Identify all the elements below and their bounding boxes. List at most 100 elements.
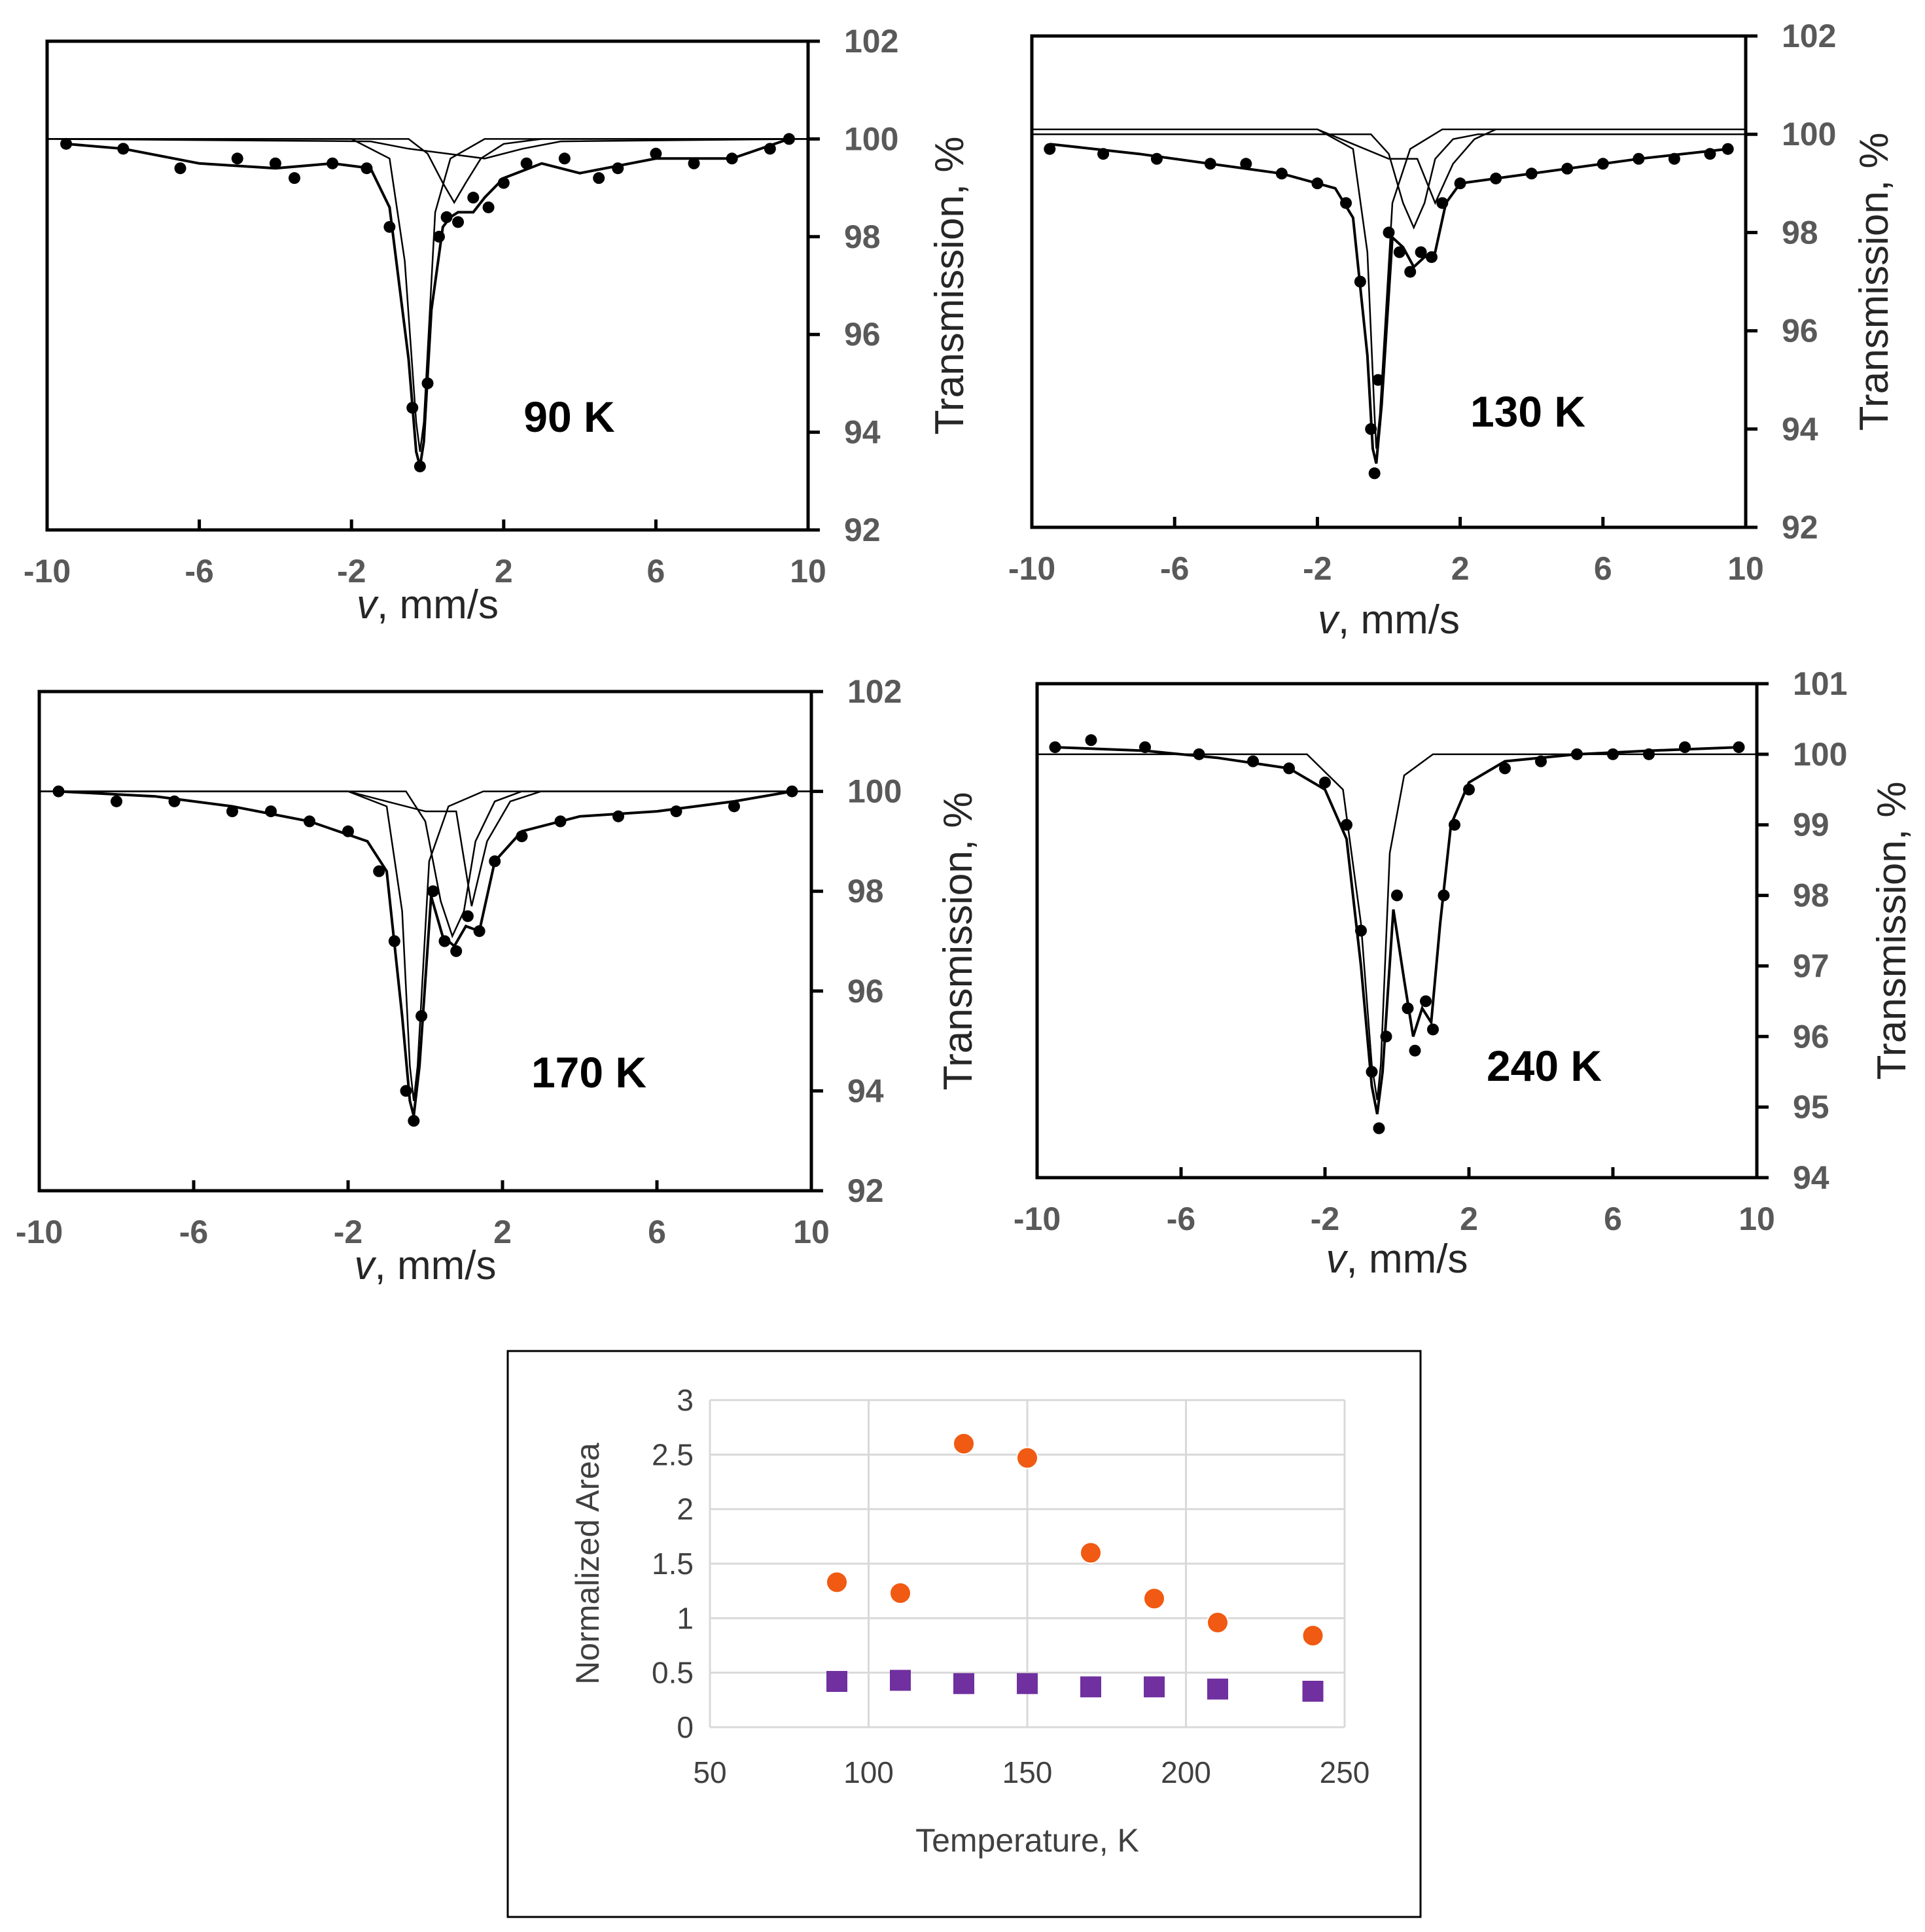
x-tick-label: 200 [1161, 1755, 1211, 1789]
series-line-subspectrum-1 [47, 138, 808, 452]
x-tick-label: 10 [1727, 550, 1764, 587]
y-tick-label: 0.5 [652, 1656, 694, 1690]
data-point [388, 935, 400, 947]
marker-purple-squares [1207, 1678, 1228, 1700]
data-point [327, 157, 339, 169]
y-tick-label: 94 [1782, 411, 1818, 448]
data-point [1044, 143, 1056, 155]
data-point [269, 157, 281, 169]
data-point [304, 815, 315, 828]
data-point [1402, 1002, 1414, 1015]
y-tick-label: 99 [1793, 807, 1829, 843]
x-tick-label: 100 [843, 1755, 894, 1789]
x-tick-label: -10 [1014, 1201, 1061, 1237]
plot-frame [1035, 682, 1759, 1180]
data-point [1393, 246, 1405, 258]
data-point [440, 211, 453, 223]
data-point [111, 795, 122, 807]
plot-frame [37, 690, 813, 1193]
y-tick-label: 96 [844, 316, 881, 353]
data-point [52, 785, 65, 798]
series-line-fit-total [65, 137, 790, 467]
data-point [1240, 158, 1252, 170]
data-point [452, 216, 465, 228]
data-point [612, 162, 624, 175]
data-point [1607, 748, 1619, 760]
spectrum-panel-130k: -10 -6 -2 2 6 10 92 94 96 98 100 102 v, mm/s Transmis… [1008, 18, 1897, 642]
marker-purple-squares [890, 1670, 911, 1691]
series-line-subspectrum-3 [46, 138, 809, 160]
data-point [1373, 1122, 1385, 1134]
marker-orange-circles [889, 1582, 911, 1604]
data-point [1085, 734, 1097, 746]
data-point [1525, 167, 1538, 180]
data-point [1561, 162, 1574, 175]
x-axis-title: Temperature, K [915, 1822, 1139, 1859]
data-point [1668, 152, 1680, 165]
data-point [554, 815, 567, 828]
data-point [60, 137, 73, 150]
data-point [688, 157, 700, 169]
data-point [406, 402, 419, 414]
temperature-label: 170 K [531, 1048, 646, 1097]
marker-purple-squares [1080, 1676, 1101, 1698]
data-point [1391, 889, 1403, 902]
x-axis-title: v, mm/s [1326, 1237, 1468, 1282]
y-tick-label: 94 [1793, 1159, 1829, 1196]
data-point [1679, 741, 1691, 754]
data-point [467, 192, 480, 204]
data-point [593, 172, 605, 184]
data-point [461, 910, 474, 922]
y-tick-label: 98 [1793, 877, 1829, 914]
y-tick-label: 100 [1782, 116, 1836, 152]
data-point [786, 785, 798, 798]
data-point [1427, 1023, 1439, 1036]
x-tick-label: -10 [1008, 550, 1055, 587]
data-point [726, 152, 738, 165]
data-point [1139, 741, 1151, 754]
data-point [1643, 748, 1655, 760]
y-tick-label: 98 [1782, 214, 1818, 251]
data-point [414, 460, 426, 472]
series-line-fit-total [58, 790, 792, 1117]
marker-orange-circles [953, 1432, 975, 1455]
y-tick-label: 98 [844, 219, 881, 255]
data-point [1365, 423, 1377, 435]
marker-purple-squares [826, 1671, 847, 1692]
data-point [1372, 374, 1385, 386]
x-tick-label: -6 [185, 553, 213, 589]
plot-frame [45, 39, 810, 532]
data-point [1633, 152, 1645, 165]
data-point [421, 377, 434, 389]
data-point [482, 201, 495, 213]
y-tick-label: 100 [1793, 736, 1847, 773]
y-tick-label: 92 [844, 512, 881, 548]
marker-orange-circles [1080, 1541, 1102, 1564]
data-point [1097, 148, 1110, 160]
spectrum-panel-240k: -10 -6 -2 2 6 10 94 95 96 97 98 99 100 101 v, mm/s Tran… [1014, 665, 1915, 1282]
marker-purple-squares [1144, 1676, 1165, 1698]
data-point [1490, 172, 1502, 184]
y-tick-label: 100 [844, 120, 898, 157]
series-line-subspectrum-2 [47, 138, 808, 204]
data-point [1340, 197, 1352, 209]
data-point [1275, 167, 1288, 180]
x-tick-label: -2 [1311, 1201, 1339, 1237]
normalized-area-chart: 0 0.5 1 1.5 2 2.5 3 50 100 150 200 250 Temperature, … [506, 1350, 1422, 1918]
data-point [1383, 226, 1395, 239]
marker-orange-circles [1207, 1611, 1229, 1634]
x-tick-label: 10 [793, 1214, 830, 1250]
data-point [1463, 783, 1475, 796]
data-point [728, 800, 740, 813]
x-tick-label: -2 [337, 553, 366, 589]
data-point [117, 143, 130, 155]
marker-orange-circles [826, 1571, 848, 1594]
data-point [1311, 177, 1324, 190]
x-tick-label: -2 [1303, 550, 1332, 587]
x-tick-label: 6 [646, 553, 665, 589]
x-tick-label: 2 [1451, 550, 1470, 587]
x-tick-label: 10 [790, 553, 826, 589]
data-point [450, 945, 463, 957]
data-point [383, 220, 396, 233]
